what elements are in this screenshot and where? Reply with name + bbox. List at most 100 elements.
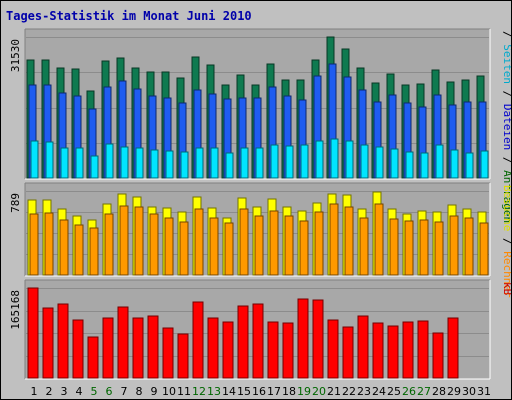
y-axis-max-label: 789 — [9, 193, 22, 213]
bar-rechner-day-26 — [404, 220, 414, 276]
right-legend-item: kB — [501, 282, 511, 296]
bar-rechner-day-18 — [284, 215, 294, 276]
bar-rechner-day-14 — [224, 222, 234, 276]
x-tick-label-day-8: 8 — [136, 385, 143, 398]
right-legend-item: Dateien — [501, 104, 511, 150]
bar-seiten-day-26 — [405, 151, 414, 179]
bar-rechner-day-19 — [299, 220, 309, 276]
x-tick-label-day-28: 28 — [432, 385, 446, 398]
bar-seiten-day-13 — [210, 147, 219, 179]
bar-kb-day-19 — [297, 298, 309, 379]
x-tick-label-day-1: 1 — [31, 385, 38, 398]
bar-seiten-day-28 — [435, 144, 444, 179]
bar-rechner-day-11 — [179, 221, 189, 276]
bar-seiten-day-7 — [120, 146, 129, 179]
x-tick-label-day-11: 11 — [177, 385, 191, 398]
x-tick-label-day-20: 20 — [312, 385, 326, 398]
bar-kb-day-15 — [237, 305, 249, 379]
x-tick-label-day-26: 26 — [402, 385, 416, 398]
bar-kb-day-5 — [87, 336, 99, 379]
x-tick-label-day-7: 7 — [121, 385, 128, 398]
x-tick-label-day-25: 25 — [387, 385, 401, 398]
right-legend-item: Besuche — [501, 185, 511, 231]
bar-seiten-day-21 — [330, 138, 339, 179]
bar-rechner-day-21 — [329, 203, 339, 276]
bar-seiten-day-5 — [90, 155, 99, 179]
x-tick-label-day-15: 15 — [237, 385, 251, 398]
bar-seiten-day-18 — [285, 145, 294, 179]
x-tick-label-day-17: 17 — [267, 385, 281, 398]
bar-rechner-day-4 — [74, 224, 84, 276]
bar-kb-day-2 — [42, 307, 54, 379]
bar-kb-day-21 — [327, 319, 339, 379]
bar-kb-day-17 — [267, 321, 279, 379]
bar-rechner-day-23 — [359, 217, 369, 276]
panel-bottom: 165168 kB — [9, 279, 511, 380]
bar-seiten-day-19 — [300, 144, 309, 179]
y-axis-max-label: 165168 — [9, 290, 22, 330]
x-tick-label-day-18: 18 — [282, 385, 296, 398]
bar-kb-day-12 — [192, 301, 204, 379]
x-tick-label-day-13: 13 — [207, 385, 221, 398]
x-tick-label-day-29: 29 — [447, 385, 461, 398]
bar-seiten-day-8 — [135, 147, 144, 179]
series-dateien — [28, 63, 487, 179]
bar-seiten-day-16 — [255, 147, 264, 179]
bar-seiten-day-9 — [150, 149, 159, 179]
bar-kb-day-3 — [57, 303, 69, 379]
bar-rechner-day-8 — [134, 206, 144, 276]
right-legend-item: / — [501, 31, 511, 44]
bar-rechner-day-16 — [254, 215, 264, 276]
series-kb — [27, 287, 459, 379]
bar-seiten-day-14 — [225, 152, 234, 179]
bar-kb-day-26 — [402, 321, 414, 379]
x-tick-label-day-22: 22 — [342, 385, 356, 398]
bar-kb-day-6 — [102, 317, 114, 379]
bar-kb-day-27 — [417, 320, 429, 379]
bar-rechner-day-20 — [314, 211, 324, 276]
bar-seiten-day-27 — [420, 152, 429, 179]
bar-kb-day-18 — [282, 322, 294, 379]
bar-seiten-day-31 — [480, 150, 489, 179]
panel-middle: 789 Besuche / Rechner — [9, 182, 511, 298]
bar-kb-day-23 — [357, 315, 369, 379]
x-tick-label-day-4: 4 — [76, 385, 83, 398]
bar-seiten-day-24 — [375, 146, 384, 179]
bar-seiten-day-22 — [345, 140, 354, 179]
y-axis-max-label: 31530 — [9, 39, 22, 72]
bar-rechner-day-30 — [464, 217, 474, 276]
bar-rechner-day-13 — [209, 217, 219, 276]
bar-kb-day-13 — [207, 317, 219, 379]
x-tick-label-day-16: 16 — [252, 385, 266, 398]
bar-rechner-day-2 — [44, 212, 54, 276]
x-tick-label-day-6: 6 — [106, 385, 113, 398]
bar-seiten-day-25 — [390, 148, 399, 179]
bar-rechner-day-27 — [419, 219, 429, 276]
bar-kb-day-22 — [342, 326, 354, 379]
bar-kb-day-16 — [252, 303, 264, 379]
bar-rechner-day-25 — [389, 218, 399, 276]
bar-seiten-day-20 — [315, 140, 324, 179]
bar-rechner-day-24 — [374, 203, 384, 276]
x-tick-label-day-5: 5 — [91, 385, 98, 398]
bar-kb-day-20 — [312, 299, 324, 379]
right-legend-item: Seiten — [501, 44, 511, 84]
bar-kb-day-11 — [177, 333, 189, 379]
bar-rechner-day-12 — [194, 208, 204, 276]
bar-kb-day-4 — [72, 319, 84, 379]
x-tick-label-day-24: 24 — [372, 385, 386, 398]
bar-kb-day-7 — [117, 306, 129, 379]
bar-seiten-day-6 — [105, 143, 114, 179]
bar-rechner-day-29 — [449, 215, 459, 276]
x-tick-label-day-19: 19 — [297, 385, 311, 398]
x-tick-label-day-14: 14 — [222, 385, 236, 398]
bar-seiten-day-15 — [240, 147, 249, 179]
bar-rechner-day-5 — [89, 227, 99, 276]
right-legend-item: / — [501, 231, 511, 251]
panel-top: 31530 / Seiten / Dateien / Anfragen — [9, 28, 511, 223]
bar-rechner-day-6 — [104, 213, 114, 276]
x-tick-label-day-27: 27 — [417, 385, 431, 398]
